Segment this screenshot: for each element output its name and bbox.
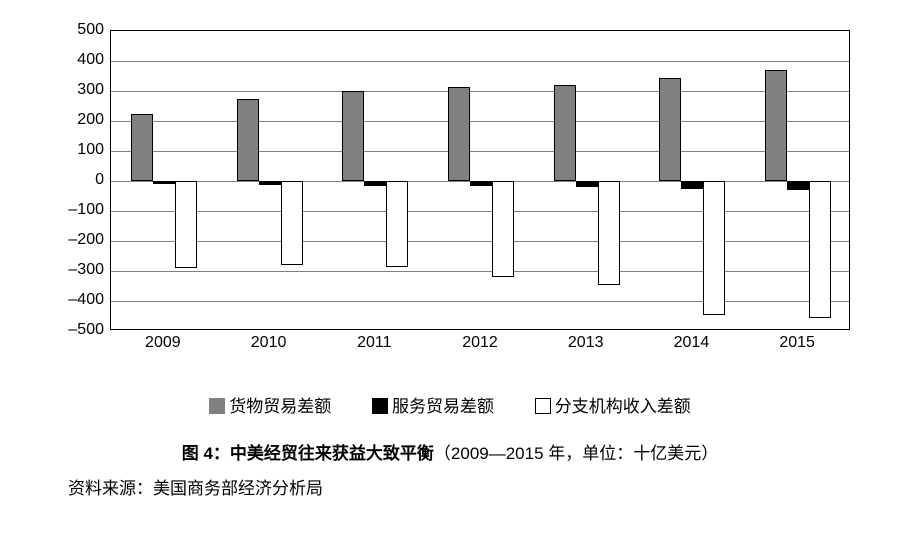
- caption-rest: （2009—2015 年，单位：十亿美元）: [434, 444, 718, 463]
- bar-affiliate: [386, 181, 408, 267]
- ytick-label: 100: [30, 141, 104, 159]
- xtick-label: 2015: [767, 334, 827, 352]
- source-prefix: 资料来源：: [68, 479, 153, 498]
- swatch-white: [535, 398, 551, 414]
- swatch-gray: [209, 398, 225, 414]
- ytick-label: 200: [30, 111, 104, 129]
- bar-affiliate: [281, 181, 303, 265]
- gridline: [111, 211, 849, 212]
- gridline: [111, 241, 849, 242]
- chart-container: 500 400 300 200 100 0 –100 –200 –300 –400 –500 200…: [30, 20, 870, 380]
- figure-caption: 图 4：中美经贸往来获益大致平衡（2009—2015 年，单位：十亿美元）: [30, 439, 870, 464]
- ytick-label: –200: [30, 231, 104, 249]
- legend-item-services: 服务贸易差额: [372, 392, 494, 417]
- caption-bold: 图 4：中美经贸往来获益大致平衡: [182, 444, 434, 463]
- ytick-label: –500: [30, 321, 104, 339]
- bar-affiliate: [175, 181, 197, 268]
- xtick-label: 2009: [133, 334, 193, 352]
- bar-affiliate: [598, 181, 620, 285]
- gridline: [111, 151, 849, 152]
- bar-affiliate: [492, 181, 514, 277]
- xtick-label: 2011: [344, 334, 404, 352]
- ytick-label: 500: [30, 21, 104, 39]
- ytick-label: –400: [30, 291, 104, 309]
- swatch-black: [372, 398, 388, 414]
- ytick-label: 300: [30, 81, 104, 99]
- bar-goods: [342, 91, 364, 181]
- bar-services: [364, 181, 386, 186]
- legend-label: 货物贸易差额: [229, 397, 331, 416]
- bar-services: [259, 181, 281, 185]
- bar-goods: [131, 114, 153, 182]
- gridline: [111, 91, 849, 92]
- gridline: [111, 121, 849, 122]
- bar-services: [787, 181, 809, 190]
- bar-goods: [765, 70, 787, 181]
- legend: 货物贸易差额 服务贸易差额 分支机构收入差额: [30, 392, 870, 417]
- bar-services: [576, 181, 598, 187]
- ytick-label: –100: [30, 201, 104, 219]
- bar-goods: [659, 78, 681, 182]
- bar-services: [153, 181, 175, 184]
- xtick-label: 2013: [556, 334, 616, 352]
- gridline: [111, 301, 849, 302]
- plot-area: [110, 30, 850, 330]
- xtick-label: 2012: [450, 334, 510, 352]
- legend-label: 服务贸易差额: [392, 397, 494, 416]
- bar-goods: [448, 87, 470, 182]
- bar-affiliate: [703, 181, 725, 315]
- source-text: 美国商务部经济分析局: [153, 479, 323, 498]
- bar-affiliate: [809, 181, 831, 318]
- legend-label: 分支机构收入差额: [555, 397, 691, 416]
- source-line: 资料来源：美国商务部经济分析局: [68, 474, 870, 499]
- bar-services: [470, 181, 492, 186]
- ytick-label: 0: [30, 171, 104, 189]
- bar-services: [681, 181, 703, 189]
- ytick-label: 400: [30, 51, 104, 69]
- bar-goods: [554, 85, 576, 181]
- gridline: [111, 271, 849, 272]
- legend-item-goods: 货物贸易差额: [209, 392, 331, 417]
- xtick-label: 2010: [239, 334, 299, 352]
- xtick-label: 2014: [661, 334, 721, 352]
- ytick-label: –300: [30, 261, 104, 279]
- bar-goods: [237, 99, 259, 182]
- legend-item-affiliate: 分支机构收入差额: [535, 392, 691, 417]
- gridline: [111, 61, 849, 62]
